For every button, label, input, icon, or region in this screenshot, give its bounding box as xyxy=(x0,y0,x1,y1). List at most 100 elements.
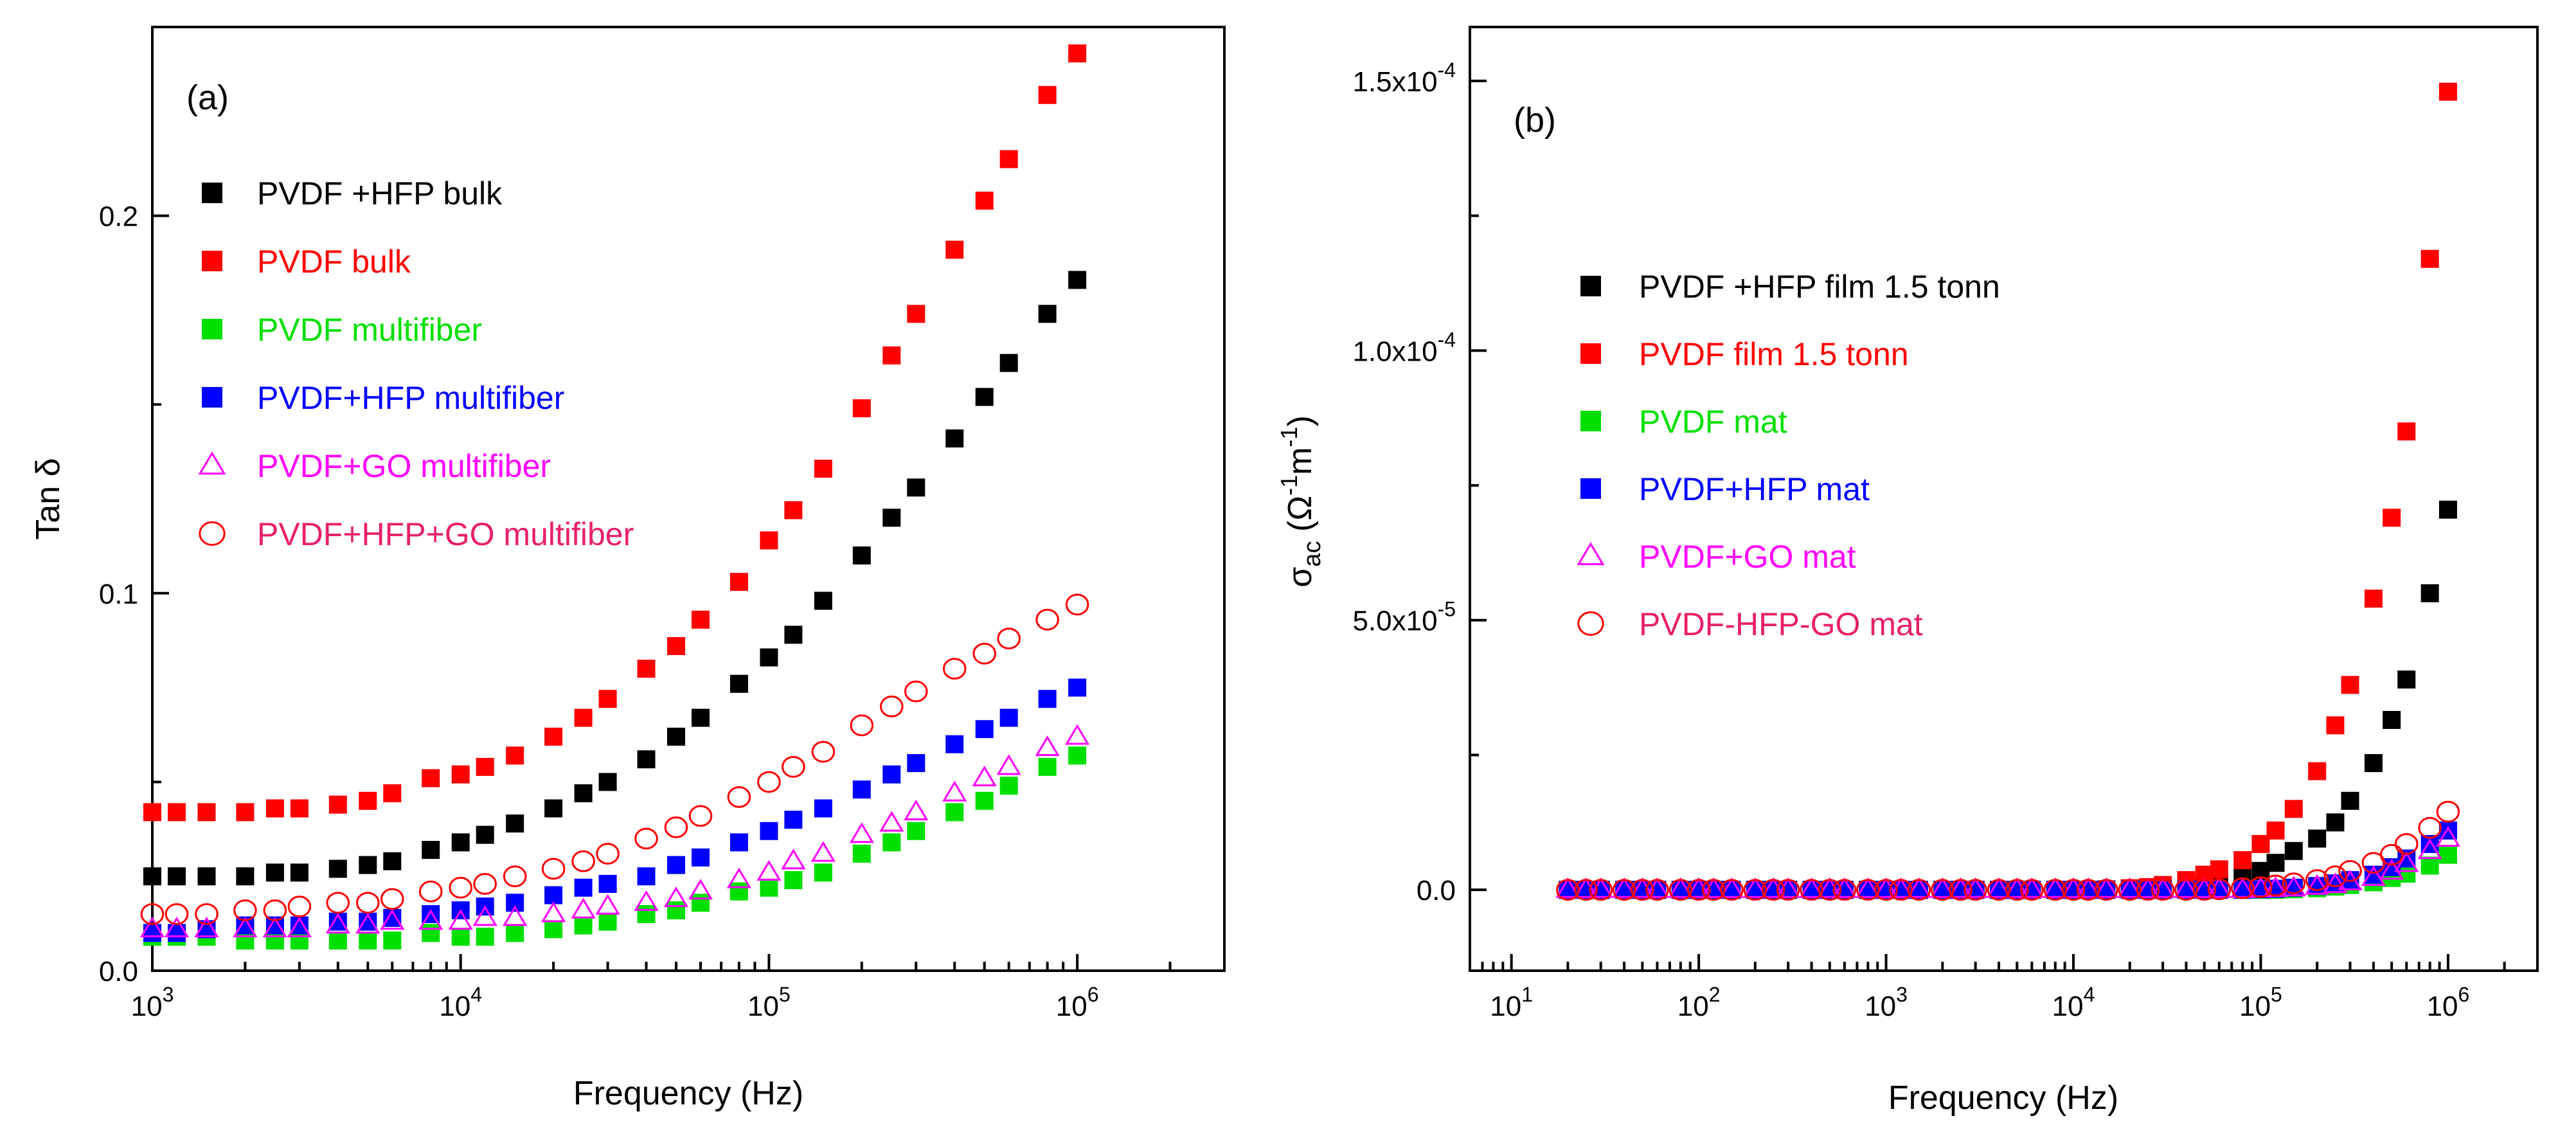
data-point xyxy=(2094,877,2119,898)
data-point xyxy=(904,799,929,820)
x-tick-label: 104 xyxy=(439,983,482,1022)
data-point xyxy=(476,825,494,844)
data-point xyxy=(574,708,593,727)
data-point xyxy=(380,888,404,910)
data-point xyxy=(1686,877,1712,898)
data-point xyxy=(1856,879,1880,901)
data-point xyxy=(975,791,994,810)
data-point xyxy=(544,799,563,818)
data-point xyxy=(1589,879,1613,901)
data-point xyxy=(422,769,440,788)
data-point xyxy=(1889,879,1913,901)
data-point xyxy=(852,399,871,418)
data-point xyxy=(1668,879,1693,901)
data-point xyxy=(637,660,656,678)
data-point xyxy=(473,873,497,895)
x-tick-label: 106 xyxy=(2427,983,2470,1022)
data-point xyxy=(667,637,686,656)
data-point xyxy=(596,843,620,865)
series-2 xyxy=(143,44,1087,822)
data-point xyxy=(165,903,189,925)
data-point xyxy=(2308,762,2327,780)
data-point xyxy=(1818,879,1842,901)
x-tick-label: 105 xyxy=(2239,983,2282,1022)
panel-a-legend: PVDF +HFP bulk PVDF bulk PVDF multifiber PV… xyxy=(198,176,634,552)
x-tick-label: 102 xyxy=(1677,983,1721,1022)
data-point xyxy=(1986,877,2012,898)
data-point xyxy=(1874,877,1899,898)
data-point xyxy=(1800,879,1823,901)
data-point xyxy=(383,784,402,803)
data-point xyxy=(726,867,752,888)
data-point xyxy=(290,932,309,950)
data-point xyxy=(451,833,470,852)
x-tick-label: 101 xyxy=(1490,983,1533,1022)
data-point xyxy=(595,894,620,915)
x-tick-label: 105 xyxy=(747,983,791,1022)
data-point xyxy=(355,912,380,934)
legend-marker xyxy=(198,451,226,475)
data-point xyxy=(729,833,748,852)
data-point xyxy=(2118,879,2142,901)
data-point xyxy=(1686,879,1711,901)
data-point xyxy=(2135,877,2161,898)
data-point xyxy=(1761,879,1785,901)
data-point xyxy=(503,905,528,926)
data-point xyxy=(634,890,659,911)
data-point xyxy=(2207,878,2232,901)
data-point xyxy=(2282,872,2306,895)
data-point xyxy=(1068,678,1087,697)
series-1 xyxy=(143,271,1087,886)
panel-a-plot-frame xyxy=(151,26,1226,972)
legend-marker xyxy=(1577,542,1605,566)
data-point xyxy=(236,867,255,886)
data-point xyxy=(2230,877,2255,899)
data-point xyxy=(882,346,901,364)
data-point xyxy=(2150,877,2176,898)
panel-a-data-points xyxy=(139,44,1090,950)
x-tick-label: 103 xyxy=(131,983,174,1022)
data-point xyxy=(852,844,871,863)
data-point xyxy=(1930,877,1955,898)
data-point xyxy=(418,909,443,930)
data-point xyxy=(571,850,595,872)
data-point xyxy=(574,878,593,897)
legend-marker xyxy=(1580,478,1601,499)
data-point xyxy=(2210,860,2228,879)
data-point xyxy=(1035,609,1059,631)
data-point xyxy=(942,780,967,802)
data-point xyxy=(2192,877,2217,898)
data-point xyxy=(359,791,377,810)
data-point xyxy=(1817,877,1842,898)
data-point xyxy=(1719,877,1744,898)
data-point xyxy=(598,874,617,893)
data-point xyxy=(996,754,1021,775)
y-tick-label: 0.0 xyxy=(1417,875,1456,906)
data-point xyxy=(784,626,803,644)
data-point xyxy=(1588,877,1613,898)
panel-b-data-points xyxy=(1555,82,2461,901)
data-point xyxy=(422,924,440,942)
y-tick-label: 0.0 xyxy=(99,956,138,987)
data-point xyxy=(814,460,832,478)
data-point xyxy=(781,849,806,870)
panel-a-axes: 103 104 105 106 0.0 0.1 0.2 xyxy=(99,201,1226,1022)
data-point xyxy=(945,803,964,822)
data-point xyxy=(1555,877,1580,898)
data-point xyxy=(2174,879,2198,901)
data-point xyxy=(167,803,186,822)
data-point xyxy=(2076,879,2100,901)
legend-entry-label: PVDF+HFP multifiber xyxy=(257,380,564,416)
data-point xyxy=(999,150,1018,168)
data-point xyxy=(506,924,524,942)
data-point xyxy=(325,912,350,934)
legend-entry-label: PVDF +HFP film 1.5 tonn xyxy=(1639,269,2000,305)
data-point xyxy=(2420,249,2439,268)
legend-entry-label: PVDF+HFP+GO multifiber xyxy=(257,516,634,552)
panel-b-plot-frame xyxy=(1469,26,2539,972)
data-point xyxy=(1776,879,1800,901)
data-point xyxy=(637,750,656,769)
data-point xyxy=(1068,44,1087,63)
data-point xyxy=(541,858,566,880)
data-point xyxy=(476,757,494,776)
